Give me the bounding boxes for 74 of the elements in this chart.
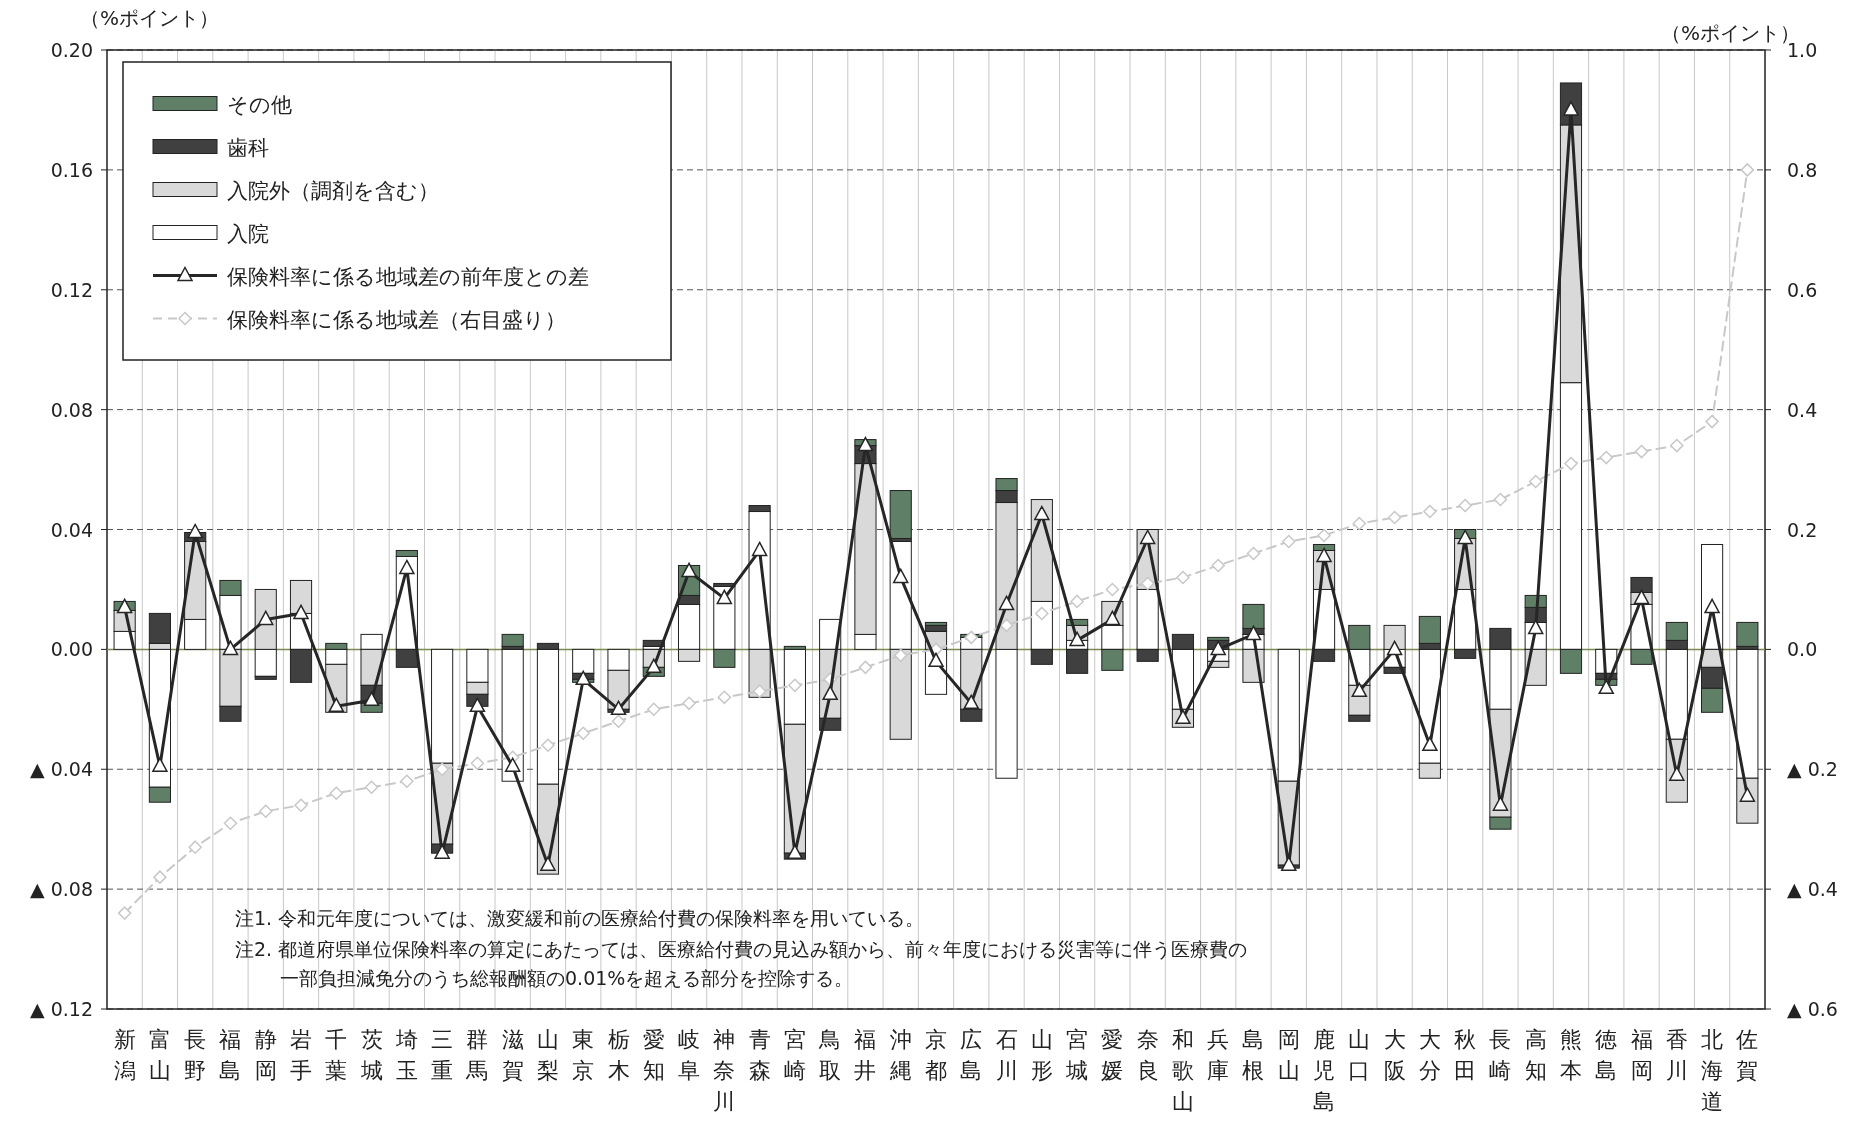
legend-label: その他 — [227, 92, 292, 117]
x-tick-label: 宮崎 — [783, 1027, 806, 1083]
y2-tick-label: ▲ 0.2 — [1787, 758, 1838, 781]
x-tick-label: 大阪 — [1383, 1027, 1406, 1083]
x-tick-label: 山口 — [1348, 1027, 1371, 1083]
x-tick-label: 新潟 — [113, 1027, 136, 1083]
x-tick-label: 宮城 — [1065, 1027, 1089, 1083]
x-tick-label: 石川 — [995, 1027, 1018, 1083]
y-tick-label: ▲ 0.04 — [30, 758, 93, 781]
y-tick-label: 0.16 — [50, 158, 93, 181]
x-tick-label: 佐賀 — [1736, 1027, 1759, 1083]
x-tick-label: 兵庫 — [1207, 1027, 1230, 1083]
annotation: 注2. 都道府県単位保険料率の算定にあたっては、医療給付費の見込み額から、前々年度における災害等に伴う医療費の一部負担減免分のうち総報酬額の0.01%を超える部分を控除する。 — [235, 938, 1248, 989]
y-axis-title: （%ポイント） — [80, 6, 220, 30]
y2-tick-label: 0.6 — [1787, 278, 1818, 301]
x-tick-label: 大分 — [1418, 1027, 1441, 1083]
y-tick-label: 0.08 — [50, 398, 93, 421]
x-tick-label: 福井 — [854, 1027, 877, 1083]
x-tick-label: 熊本 — [1559, 1027, 1582, 1083]
x-tick-label: 栃木 — [607, 1027, 630, 1083]
x-tick-label: 徳島 — [1595, 1027, 1618, 1083]
annotation: 注1. 令和元年度については、激変緩和前の医療給付費の保険料率を用いている。 — [235, 907, 925, 929]
x-tick-label: 茨城 — [359, 1027, 383, 1083]
x-tick-label: 青森 — [748, 1027, 771, 1083]
legend-label: 入院 — [227, 221, 269, 246]
y2-tick-label: ▲ 0.4 — [1787, 878, 1838, 901]
x-tick-label: 岩手 — [290, 1027, 313, 1083]
y-tick-label: 0.00 — [50, 638, 93, 661]
x-tick-label: 埼玉 — [394, 1027, 418, 1083]
y-tick-label: 0.04 — [50, 518, 93, 541]
x-tick-label: 広島 — [960, 1027, 983, 1083]
legend-label: 保険料率に係る地域差の前年度との差 — [227, 264, 589, 289]
x-tick-label: 静岡 — [254, 1027, 277, 1083]
x-tick-label: 奈良 — [1136, 1027, 1159, 1083]
legend-label: 歯科 — [227, 135, 269, 160]
x-tick-label: 鹿児島 — [1313, 1027, 1336, 1114]
x-tick-label: 富山 — [148, 1027, 171, 1083]
x-tick-label: 愛知 — [642, 1027, 665, 1083]
x-tick-label: 和歌山 — [1171, 1027, 1194, 1114]
x-tick-label: 山形 — [1030, 1027, 1053, 1083]
x-tick-label: 北海道 — [1701, 1027, 1724, 1114]
x-tick-label: 島根 — [1242, 1027, 1265, 1083]
y-tick-label: ▲ 0.12 — [30, 998, 93, 1020]
x-tick-label: 鳥取 — [818, 1027, 842, 1083]
y-tick-label: 0.12 — [50, 278, 93, 301]
x-tick-label: 岐阜 — [678, 1027, 701, 1083]
y-tick-label: 0.20 — [50, 39, 93, 61]
y2-tick-label: ▲ 0.6 — [1787, 998, 1838, 1020]
x-tick-label: 長野 — [184, 1027, 207, 1083]
x-tick-label: 福岡 — [1630, 1027, 1653, 1083]
x-tick-label: 千葉 — [325, 1027, 348, 1083]
x-tick-label: 東京 — [572, 1027, 595, 1083]
x-tick-label: 秋田 — [1454, 1027, 1477, 1083]
x-tick-label: 三重 — [431, 1027, 454, 1083]
x-tick-label: 京都 — [925, 1027, 947, 1083]
x-tick-label: 香川 — [1665, 1027, 1688, 1083]
y2-tick-label: 0.8 — [1787, 158, 1818, 181]
x-tick-label: 岡山 — [1277, 1027, 1300, 1083]
x-tick-label: 福島 — [219, 1027, 242, 1083]
y2-tick-label: 0.0 — [1787, 638, 1818, 661]
x-tick-label: 山梨 — [536, 1027, 559, 1083]
x-tick-label: 沖縄 — [888, 1027, 912, 1083]
x-tick-label: 愛媛 — [1101, 1027, 1124, 1083]
legend-label: 保険料率に係る地域差（右目盛り） — [227, 307, 566, 332]
legend-label: 入院外（調剤を含む） — [227, 178, 439, 203]
x-tick-label: 群馬 — [465, 1027, 489, 1083]
y2-tick-label: 1.0 — [1787, 39, 1818, 61]
x-tick-label: 滋賀 — [501, 1027, 524, 1083]
x-tick-label: 長崎 — [1489, 1027, 1512, 1083]
x-tick-label: 神奈川 — [713, 1027, 736, 1114]
y2-tick-label: 0.4 — [1787, 398, 1818, 421]
y-tick-label: ▲ 0.08 — [30, 878, 93, 901]
x-tick-label: 高知 — [1524, 1027, 1547, 1083]
y2-tick-label: 0.2 — [1787, 518, 1818, 541]
